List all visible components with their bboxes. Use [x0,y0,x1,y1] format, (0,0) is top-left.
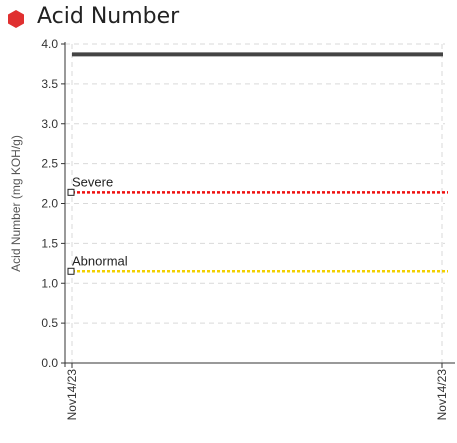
y-tick-label: 3.0 [41,117,58,131]
y-tick-label: 1.5 [41,236,58,250]
threshold-label-severe: Severe [72,174,113,189]
y-tick-label: 1.0 [41,276,58,290]
threshold-marker [67,267,75,275]
chart-title: Acid Number [37,4,180,29]
y-tick-label: 4.0 [41,37,58,51]
x-tick-label: Nov14/23 [65,369,79,421]
y-tick-label: 0.5 [41,316,58,330]
y-tick-label: 3.5 [41,77,58,91]
chart-header: Acid Number [0,0,457,36]
threshold-label-abnormal: Abnormal [72,253,128,268]
y-tick-label: 2.0 [41,197,58,211]
y-axis-title: Acid Number (mg KOH/g) [9,135,23,272]
threshold-marker [67,188,75,196]
hexagon-status-icon [8,10,24,28]
y-tick-label: 0.0 [41,356,58,370]
x-tick-label: Nov14/23 [435,369,449,421]
y-tick-label: 2.5 [41,157,58,171]
